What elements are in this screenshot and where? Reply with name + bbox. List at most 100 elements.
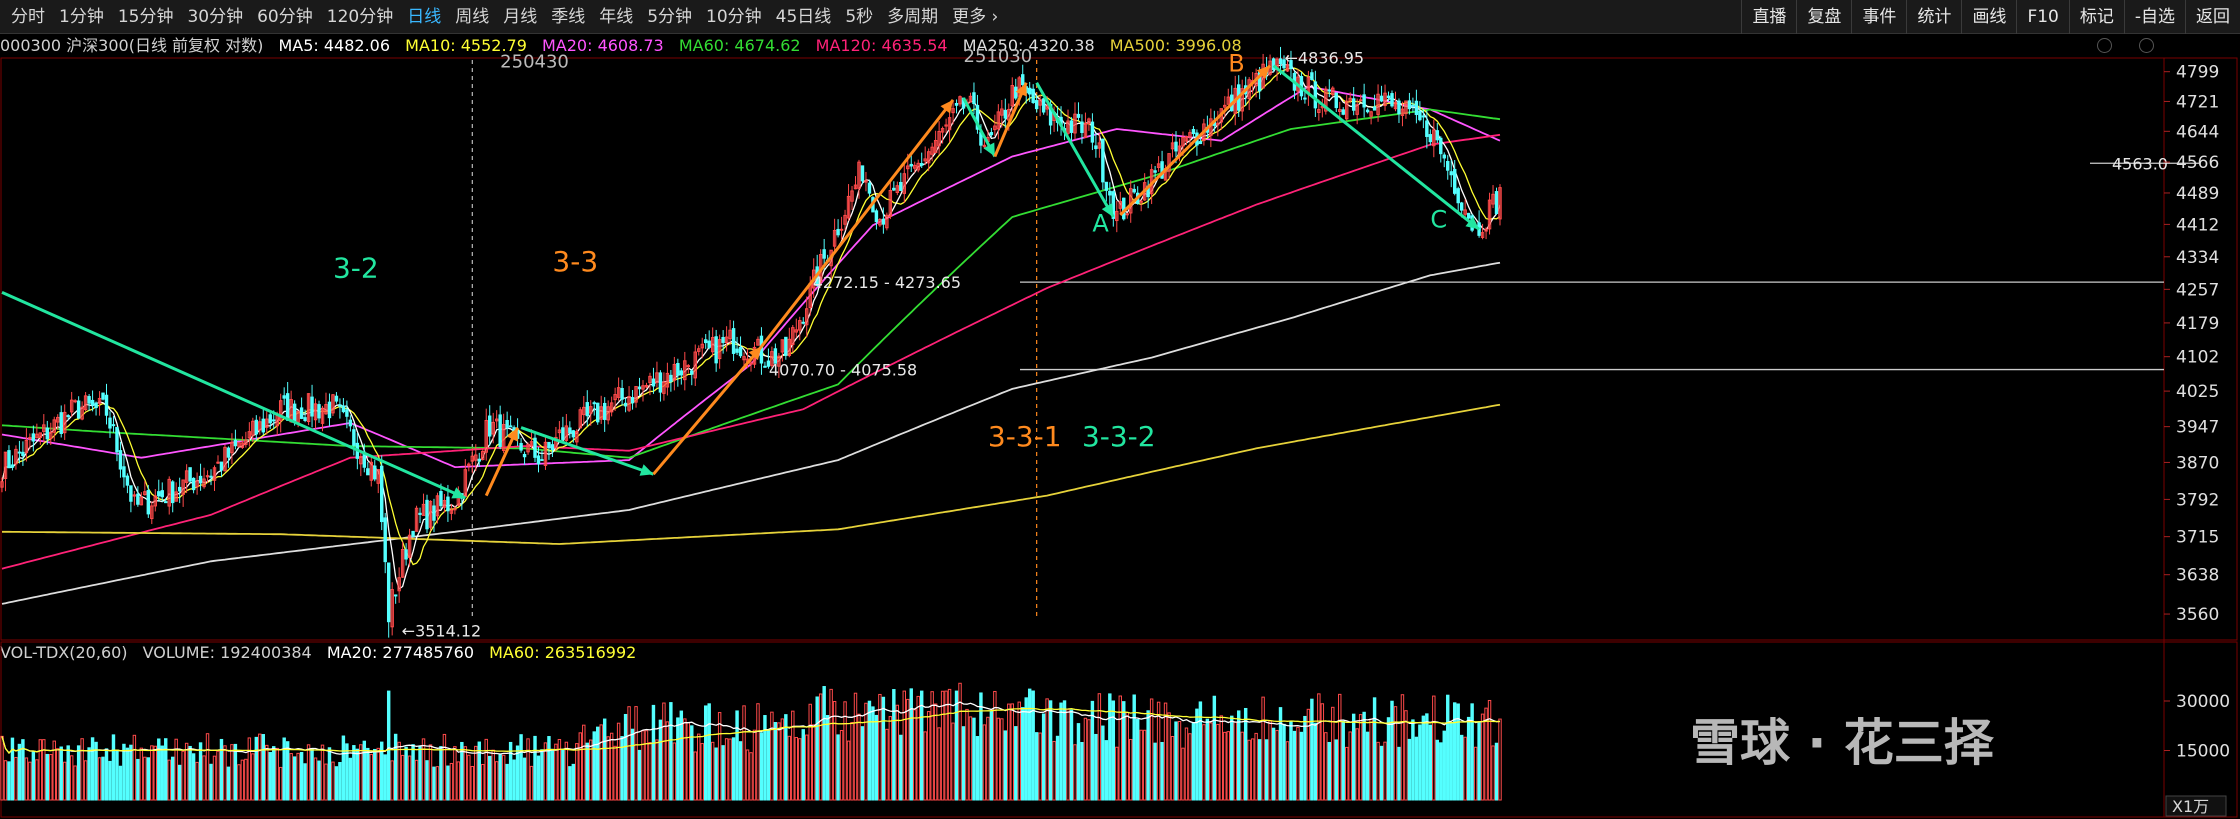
candle-body [435,495,440,517]
volume-bar [975,736,980,801]
candle-body [76,400,81,419]
period-tab[interactable]: 30分钟 [187,7,244,27]
candle-body [606,406,610,421]
volume-bar [1362,711,1366,801]
y-tick-label: 4799 [2176,63,2219,83]
period-tab[interactable]: 15分钟 [117,7,174,27]
period-tab[interactable]: 月线 [503,7,538,27]
candle-body [1240,88,1244,112]
candle-body [17,451,22,454]
candle-body [564,425,569,441]
toolbar-button[interactable]: -自选 [2123,0,2185,34]
volume-bar [919,690,924,801]
candle-body [484,420,488,453]
toolbar-button[interactable]: 标记 [2068,0,2124,34]
candle-body [1233,87,1237,114]
period-tab[interactable]: 更多 › [952,7,999,27]
candle-body [937,130,941,147]
candle-body [731,328,736,354]
candle-body [313,403,318,421]
volume-bar [418,745,422,801]
candle-body [1083,123,1088,139]
volume-bar [1202,724,1206,801]
candle-body [352,429,356,446]
volume-bar [14,756,18,801]
candle-body [1167,153,1171,172]
period-tab[interactable]: 5分钟 [647,7,693,27]
candle-body [467,463,471,467]
period-tab[interactable]: 周线 [455,7,490,27]
volume-bar [1341,720,1345,801]
volume-bar [627,706,631,801]
volume-bar [299,751,304,801]
close-circle-icon[interactable] [2139,38,2154,53]
period-tab[interactable]: 45日线 [775,7,832,27]
volume-bar [407,755,412,801]
period-tab[interactable]: 季线 [551,7,586,27]
candle-body [268,414,272,424]
candle-body [1149,169,1154,195]
toolbar-button[interactable]: 复盘 [1796,0,1851,34]
candle-body [989,132,994,136]
candle-body [1139,200,1143,203]
toolbar-button[interactable]: 统计 [1906,0,1961,34]
candle-body [1247,79,1251,100]
candle-body [195,480,199,488]
price-label: 4272.15 - 4273.65 [813,273,961,292]
volume-bar [595,726,600,801]
toolbar-button[interactable]: F10 [2016,0,2068,34]
period-tab[interactable]: 60分钟 [257,7,313,27]
volume-bar [766,729,771,801]
volume-bar [167,759,171,801]
period-tab[interactable]: 日线 [407,7,442,27]
settings-circle-icon[interactable] [2097,38,2112,53]
volume-bar [327,747,332,801]
volume-bar [115,749,119,801]
period-tab[interactable]: 5秒 [845,7,874,27]
period-tab[interactable]: 1分钟 [59,7,104,27]
candle-body [616,387,621,398]
period-tab[interactable]: 多周期 [887,7,939,27]
candle-body [947,117,952,131]
candle-body [613,394,617,401]
volume-bar [571,763,576,801]
volume-bar [1261,696,1265,801]
candle-body [275,414,279,427]
toolbar-button[interactable]: 事件 [1851,0,1906,34]
candle-body [1306,76,1311,95]
volume-bar [470,765,475,801]
volume-bar [1243,707,1248,801]
trend-arrow-up [484,426,519,497]
volume-bar [136,758,140,801]
candle-body [0,481,4,488]
volume-bar [188,745,192,801]
candle-body [909,163,913,167]
toolbar-button[interactable]: 直播 [1741,0,1796,34]
period-tab[interactable]: 年线 [599,7,634,27]
candle-body [526,443,530,453]
period-tab[interactable]: 120分钟 [326,7,394,27]
volume-bar [693,751,697,801]
volume-bar [205,733,210,801]
candle-body [1059,116,1063,126]
candle-body [1135,192,1140,204]
volume-bar [589,739,593,801]
volume-bar [961,726,966,801]
annotation-label: 3-2 [333,251,379,284]
toolbar-button[interactable]: 画线 [1961,0,2016,34]
period-tab[interactable]: 10分钟 [706,7,762,27]
volume-bar [1435,739,1440,801]
ma5-value: MA5: 4482.06 [278,36,391,55]
volume-bar [1059,702,1063,801]
vol-ma60-line [1,707,1500,754]
volume-bar [906,698,910,801]
volume-bar [97,757,102,801]
toolbar-actions: 直播 复盘 事件 统计 画线 F10 标记 -自选 返回 [1741,0,2240,34]
volume-bar [805,734,809,801]
volume-bar [679,710,684,801]
toolbar-button[interactable]: 返回 [2185,0,2240,34]
candle-body [1358,99,1363,102]
volume-bar [386,690,391,801]
period-tab[interactable]: 分时 [11,7,45,27]
